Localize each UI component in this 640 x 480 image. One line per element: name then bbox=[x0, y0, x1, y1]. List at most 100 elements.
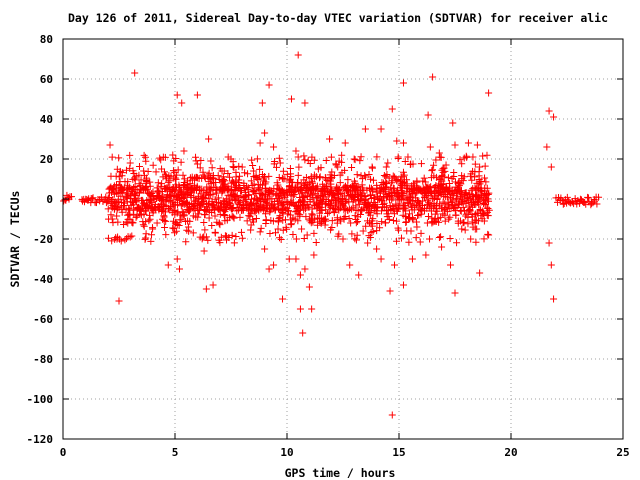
band-point bbox=[408, 186, 416, 194]
band-point bbox=[232, 232, 240, 240]
data-point bbox=[211, 229, 219, 237]
band-point bbox=[238, 234, 246, 242]
band-point bbox=[109, 219, 117, 227]
band-point bbox=[359, 175, 367, 183]
band-point bbox=[273, 163, 281, 171]
band-point bbox=[362, 173, 370, 181]
band-point bbox=[256, 165, 264, 173]
band-point bbox=[247, 226, 255, 234]
band-point bbox=[220, 212, 228, 220]
band-point bbox=[365, 232, 373, 240]
band-point bbox=[328, 168, 336, 176]
band-point bbox=[465, 190, 473, 198]
band-point bbox=[161, 171, 169, 179]
band-point bbox=[146, 215, 154, 223]
band-point bbox=[192, 213, 200, 221]
data-point bbox=[164, 261, 172, 269]
data-point bbox=[301, 265, 309, 273]
band-point bbox=[230, 239, 238, 247]
band-point bbox=[422, 192, 430, 200]
band-point bbox=[433, 195, 441, 203]
data-point bbox=[377, 125, 385, 133]
dense-data-band bbox=[60, 151, 603, 247]
x-tick-label: 15 bbox=[392, 446, 405, 459]
band-point bbox=[236, 213, 244, 221]
band-point bbox=[308, 210, 316, 218]
band-point bbox=[176, 216, 184, 224]
band-point bbox=[300, 206, 308, 214]
data-point bbox=[149, 225, 157, 233]
band-point bbox=[210, 201, 218, 209]
band-point bbox=[401, 157, 409, 165]
band-point bbox=[216, 210, 224, 218]
band-point bbox=[118, 208, 126, 216]
band-point bbox=[439, 168, 447, 176]
data-point bbox=[350, 155, 358, 163]
band-point bbox=[219, 173, 227, 181]
band-point bbox=[192, 153, 200, 161]
band-point bbox=[196, 164, 204, 172]
band-point bbox=[412, 184, 420, 192]
data-point bbox=[265, 265, 273, 273]
band-point bbox=[313, 214, 321, 222]
band-point bbox=[440, 180, 448, 188]
band-point bbox=[452, 211, 460, 219]
data-point bbox=[476, 269, 484, 277]
band-point bbox=[286, 164, 294, 172]
band-point bbox=[338, 158, 346, 166]
band-point bbox=[433, 207, 441, 215]
data-point bbox=[399, 79, 407, 87]
data-point bbox=[173, 255, 181, 263]
band-point bbox=[193, 204, 201, 212]
band-point bbox=[245, 191, 253, 199]
band-point bbox=[459, 203, 467, 211]
band-point bbox=[376, 187, 384, 195]
data-point bbox=[126, 233, 134, 241]
data-point bbox=[408, 255, 416, 263]
band-point bbox=[248, 181, 256, 189]
data-point bbox=[326, 135, 334, 143]
data-point bbox=[404, 153, 412, 161]
data-point bbox=[431, 215, 439, 223]
band-point bbox=[316, 209, 324, 217]
data-point bbox=[339, 235, 347, 243]
band-point bbox=[83, 195, 91, 203]
band-point bbox=[352, 236, 360, 244]
band-point bbox=[414, 212, 422, 220]
band-point bbox=[162, 175, 170, 183]
data-point bbox=[413, 223, 421, 231]
band-point bbox=[226, 173, 234, 181]
data-point bbox=[442, 161, 450, 169]
data-point bbox=[106, 141, 114, 149]
band-point bbox=[344, 187, 352, 195]
band-point bbox=[205, 169, 213, 177]
band-point bbox=[113, 165, 121, 173]
band-point bbox=[218, 185, 226, 193]
band-point bbox=[442, 193, 450, 201]
band-point bbox=[166, 177, 174, 185]
band-point bbox=[390, 210, 398, 218]
band-point bbox=[336, 179, 344, 187]
band-point bbox=[425, 198, 433, 206]
band-point bbox=[338, 169, 346, 177]
band-point bbox=[271, 157, 279, 165]
data-point bbox=[547, 261, 555, 269]
band-point bbox=[89, 194, 97, 202]
data-point bbox=[364, 239, 372, 247]
band-point bbox=[419, 177, 427, 185]
band-point bbox=[132, 213, 140, 221]
band-point bbox=[189, 229, 197, 237]
band-point bbox=[364, 217, 372, 225]
band-point bbox=[187, 192, 195, 200]
band-point bbox=[455, 182, 463, 190]
band-point bbox=[309, 186, 317, 194]
data-point bbox=[115, 297, 123, 305]
band-point bbox=[274, 200, 282, 208]
band-point bbox=[466, 207, 474, 215]
band-point bbox=[366, 191, 374, 199]
y-axis-label: SDTVAR / TECUs bbox=[8, 191, 22, 288]
band-point bbox=[141, 235, 149, 243]
band-point bbox=[360, 192, 368, 200]
band-point bbox=[451, 186, 459, 194]
band-point bbox=[121, 236, 129, 244]
